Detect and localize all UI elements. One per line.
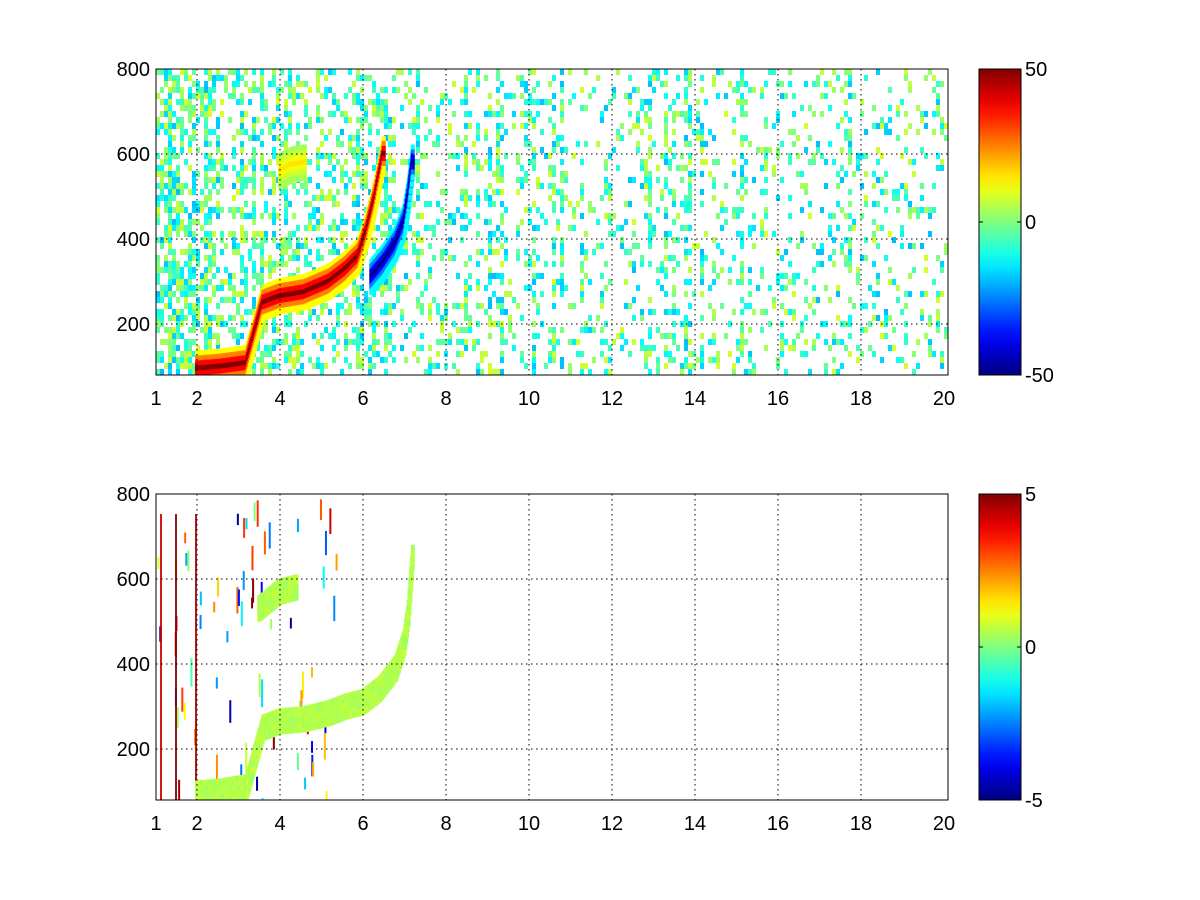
x-tick-label: 2 (191, 813, 202, 835)
heatmap-bottom (157, 499, 415, 800)
y-tick-label: 200 (117, 739, 150, 761)
x-tick-label: 12 (601, 388, 623, 410)
axes-frame-top (155, 68, 949, 376)
colorbar-gradient (978, 493, 1022, 801)
x-tick-label: 10 (518, 388, 540, 410)
x-tick-label: 10 (518, 813, 540, 835)
x-tick-label: 1 (150, 388, 161, 410)
x-tick-labels-bottom: 1 2 4 6 8 10 12 14 16 18 20 (150, 813, 955, 835)
x-tick-label: 4 (274, 388, 285, 410)
x-tick-label: 16 (767, 388, 789, 410)
colorbar-tick-label: 0 (1025, 212, 1036, 234)
colorbar-tick-label: 5 (1025, 484, 1036, 506)
y-tick-labels-bottom: 200 400 600 800 (117, 484, 150, 761)
x-tick-labels-top: 1 2 4 6 8 10 12 14 16 18 20 (150, 388, 955, 410)
x-tick-label: 8 (440, 813, 451, 835)
colorbar-tick-label: -50 (1025, 365, 1054, 387)
x-tick-label: 18 (850, 388, 872, 410)
x-tick-label: 2 (191, 388, 202, 410)
colorbar-tick-label: 0 (1025, 637, 1036, 659)
y-tick-label: 400 (117, 654, 150, 676)
x-tick-label: 4 (274, 813, 285, 835)
colorbar-tick-label: 50 (1025, 59, 1047, 81)
y-tick-label: 800 (117, 59, 150, 81)
x-tick-label: 6 (357, 388, 368, 410)
grid-bottom (156, 493, 948, 800)
x-tick-label: 1 (150, 813, 161, 835)
y-tick-labels-top: 200 400 600 800 (117, 59, 150, 336)
x-tick-label: 18 (850, 813, 872, 835)
y-tick-label: 400 (117, 229, 150, 251)
colorbar-tick-label: -5 (1025, 790, 1043, 812)
heatmap-top (156, 69, 948, 375)
x-tick-label: 8 (440, 388, 451, 410)
x-tick-label: 14 (684, 813, 706, 835)
x-tick-label: 14 (684, 388, 706, 410)
x-tick-label: 12 (601, 813, 623, 835)
x-tick-label: 16 (767, 813, 789, 835)
x-tick-label: 20 (933, 813, 955, 835)
y-tick-label: 600 (117, 569, 150, 591)
colorbar-bottom: 5 0 -5 (978, 484, 1043, 812)
y-tick-label: 600 (117, 144, 150, 166)
axes-frame-bottom (155, 493, 949, 801)
x-tick-label: 20 (933, 388, 955, 410)
colorbar-top: 50 0 -50 (978, 59, 1054, 387)
colorbar-gradient (978, 68, 1022, 376)
y-tick-label: 200 (117, 314, 150, 336)
y-tick-label: 800 (117, 484, 150, 506)
x-tick-label: 6 (357, 813, 368, 835)
